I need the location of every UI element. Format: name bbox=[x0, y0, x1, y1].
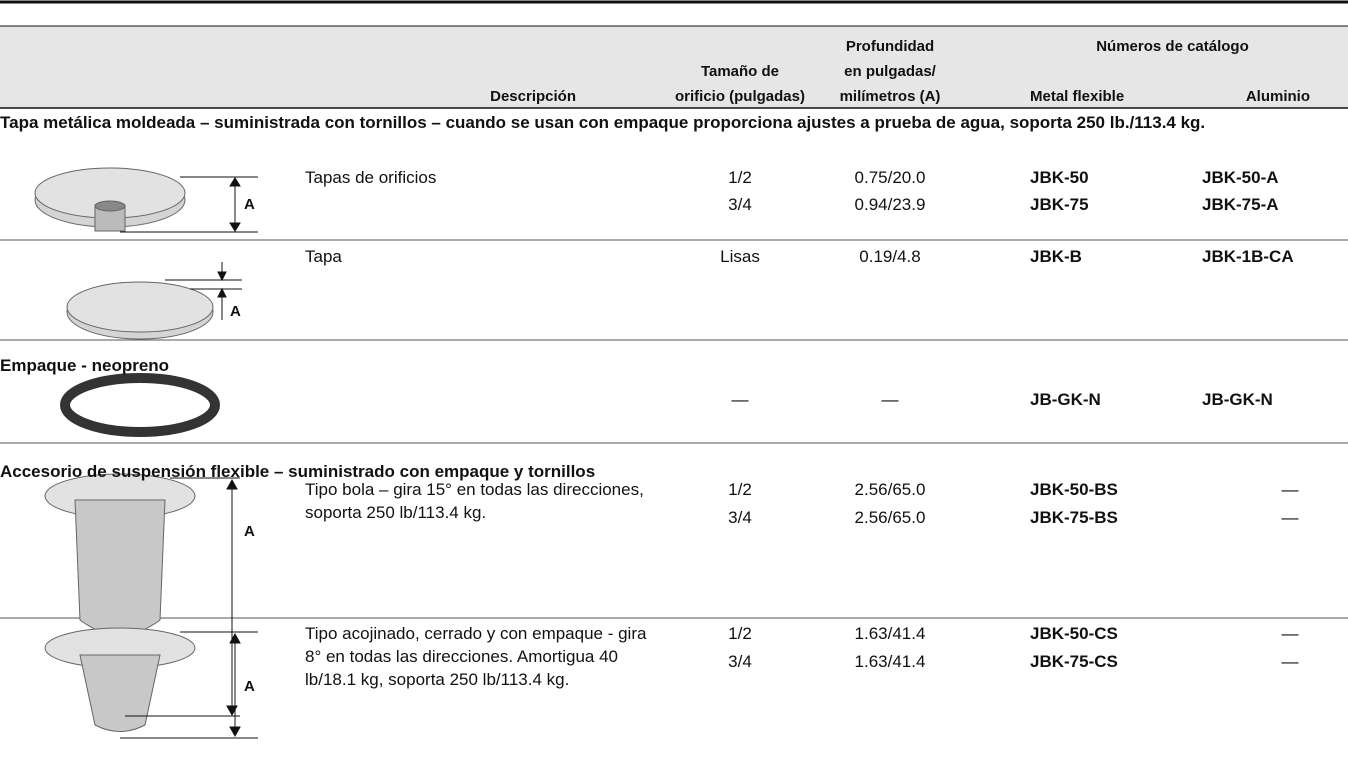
hole-size: 1/2 bbox=[728, 480, 752, 499]
header-hole: orificio (pulgadas) bbox=[674, 88, 805, 105]
dimension-label: A bbox=[244, 523, 255, 540]
catalog-metal: JBK-75-CS bbox=[1030, 652, 1118, 671]
catalog-aluminum: JBK-1B-CA bbox=[1202, 247, 1294, 266]
hole-size: 1/2 bbox=[728, 168, 752, 187]
depth: 0.19/4.8 bbox=[859, 247, 921, 266]
catalog-metal: JBK-B bbox=[1030, 247, 1082, 266]
dimension-label: A bbox=[244, 196, 255, 213]
catalog-metal: JBK-50-CS bbox=[1030, 624, 1118, 643]
dimension-label: A bbox=[230, 303, 241, 320]
catalog-aluminum: — bbox=[1281, 508, 1299, 527]
catalog-metal: JB-GK-N bbox=[1030, 390, 1101, 409]
catalog-aluminum: JBK-75-A bbox=[1202, 195, 1279, 214]
hole-size: Lisas bbox=[720, 247, 760, 266]
hole-size: 1/2 bbox=[728, 624, 752, 643]
section-title: Empaque - neopreno bbox=[0, 356, 170, 375]
catalog-metal: JBK-50 bbox=[1030, 168, 1089, 187]
catalog-metal: JBK-75 bbox=[1030, 195, 1089, 214]
depth: 0.94/23.9 bbox=[854, 195, 926, 214]
catalog-aluminum: JB-GK-N bbox=[1202, 390, 1273, 409]
header-metal: Metal flexible bbox=[1030, 88, 1125, 105]
header-depth: en pulgadas/ bbox=[844, 63, 936, 80]
depth: 1.63/41.4 bbox=[854, 624, 926, 643]
description: Tipo acojinado, cerrado y con empaque - … bbox=[305, 624, 647, 689]
hole-size: 3/4 bbox=[728, 652, 752, 671]
section-title: Accesorio de suspensión flexible – sumin… bbox=[0, 462, 596, 481]
hole-size: — bbox=[731, 390, 749, 409]
catalog-aluminum: — bbox=[1281, 624, 1299, 643]
section-title: Tapa metálica moldeada – suministrada co… bbox=[0, 113, 1206, 132]
hole-size: 3/4 bbox=[728, 508, 752, 527]
header-depth: milímetros (A) bbox=[839, 88, 941, 105]
header-catalog: Números de catálogo bbox=[1096, 38, 1249, 55]
depth: 0.75/20.0 bbox=[854, 168, 926, 187]
depth: 2.56/65.0 bbox=[854, 508, 926, 527]
catalog-aluminum: — bbox=[1281, 652, 1299, 671]
header-hole: Tamaño de bbox=[700, 63, 780, 80]
catalog-metal: JBK-50-BS bbox=[1030, 480, 1118, 499]
depth: 1.63/41.4 bbox=[854, 652, 926, 671]
hole-size: 3/4 bbox=[728, 195, 752, 214]
description: Tapas de orificios bbox=[305, 168, 437, 187]
dimension-label: A bbox=[244, 678, 255, 695]
catalog-aluminum: JBK-50-A bbox=[1202, 168, 1279, 187]
catalog-metal: JBK-75-BS bbox=[1030, 508, 1118, 527]
description: Tapa bbox=[305, 247, 342, 266]
header-description: Descripción bbox=[490, 88, 576, 105]
depth: 2.56/65.0 bbox=[854, 480, 926, 499]
catalog-aluminum: — bbox=[1281, 480, 1299, 499]
header-aluminum: Aluminio bbox=[1245, 88, 1310, 105]
description: Tipo bola – gira 15° en todas las direcc… bbox=[305, 480, 644, 522]
header-depth: Profundidad bbox=[845, 38, 935, 55]
depth: — bbox=[881, 390, 899, 409]
